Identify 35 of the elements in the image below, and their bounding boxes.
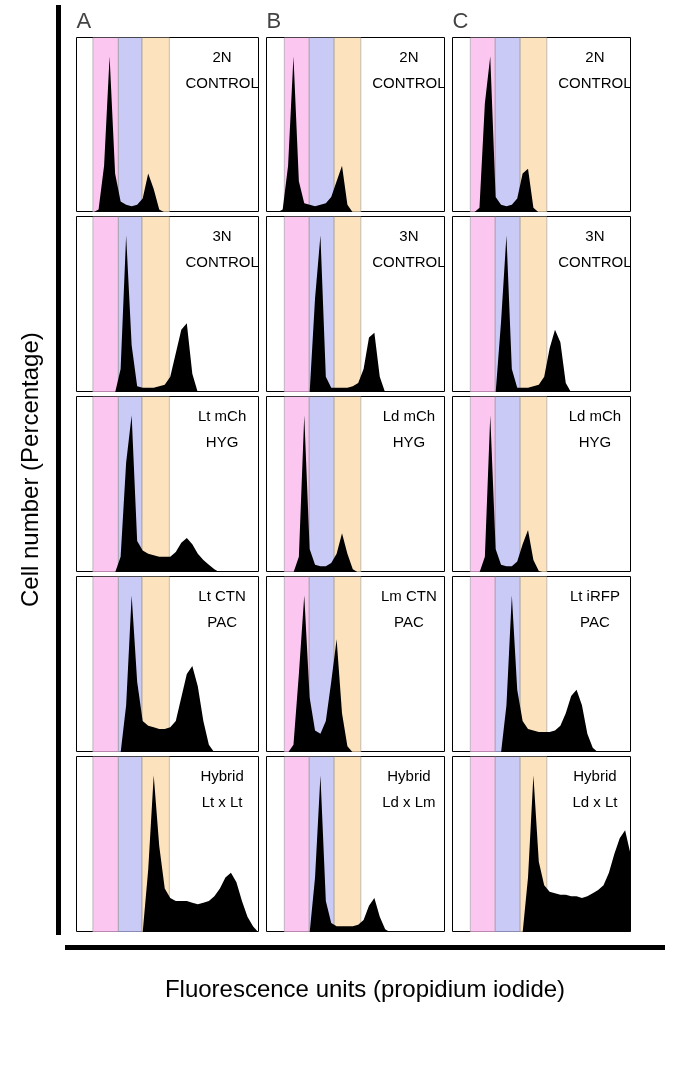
annotation: Ld mCh [568, 407, 622, 425]
annotation: 3N [212, 227, 232, 245]
annotation: Lt iRFP [569, 587, 620, 605]
chart-title: A [76, 7, 92, 33]
annotation: 2N [399, 48, 419, 65]
annotation: CONTROL [185, 253, 259, 271]
annotation: Ld mCh [382, 407, 436, 425]
annotation: 3N [585, 227, 605, 245]
annotation: Hybrid [573, 767, 617, 785]
annotation: 2N [212, 48, 232, 65]
annotation: Lt CTN [198, 587, 246, 605]
annotation: CONTROL [372, 74, 446, 92]
annotation: HYG [578, 433, 612, 451]
annotation: PAC [394, 613, 424, 631]
chart-title: B [266, 7, 282, 33]
annotation: Ld x Lm [382, 793, 436, 811]
annotation: CONTROL [372, 253, 446, 271]
annotation: 3N [399, 227, 419, 245]
text: Fluorescence units (propidium iodide) [164, 974, 566, 1004]
chart-title: C [452, 7, 469, 33]
annotation: Hybrid [200, 767, 244, 785]
annotation: HYG [392, 433, 426, 451]
text: Cell number (Percentage) [15, 332, 44, 608]
annotation: Lt x Lt [201, 793, 244, 811]
annotation: CONTROL [558, 253, 632, 271]
annotation: Hybrid [387, 767, 431, 785]
annotation: PAC [580, 613, 610, 631]
annotation: Ld x Lt [572, 793, 619, 811]
annotation: 2N [585, 48, 605, 65]
annotation: CONTROL [185, 74, 259, 92]
annotation: CONTROL [558, 74, 632, 92]
annotation: Lm CTN [380, 587, 437, 605]
annotation: Lt mCh [197, 407, 247, 425]
annotation: HYG [205, 433, 239, 451]
annotation: PAC [207, 613, 238, 631]
